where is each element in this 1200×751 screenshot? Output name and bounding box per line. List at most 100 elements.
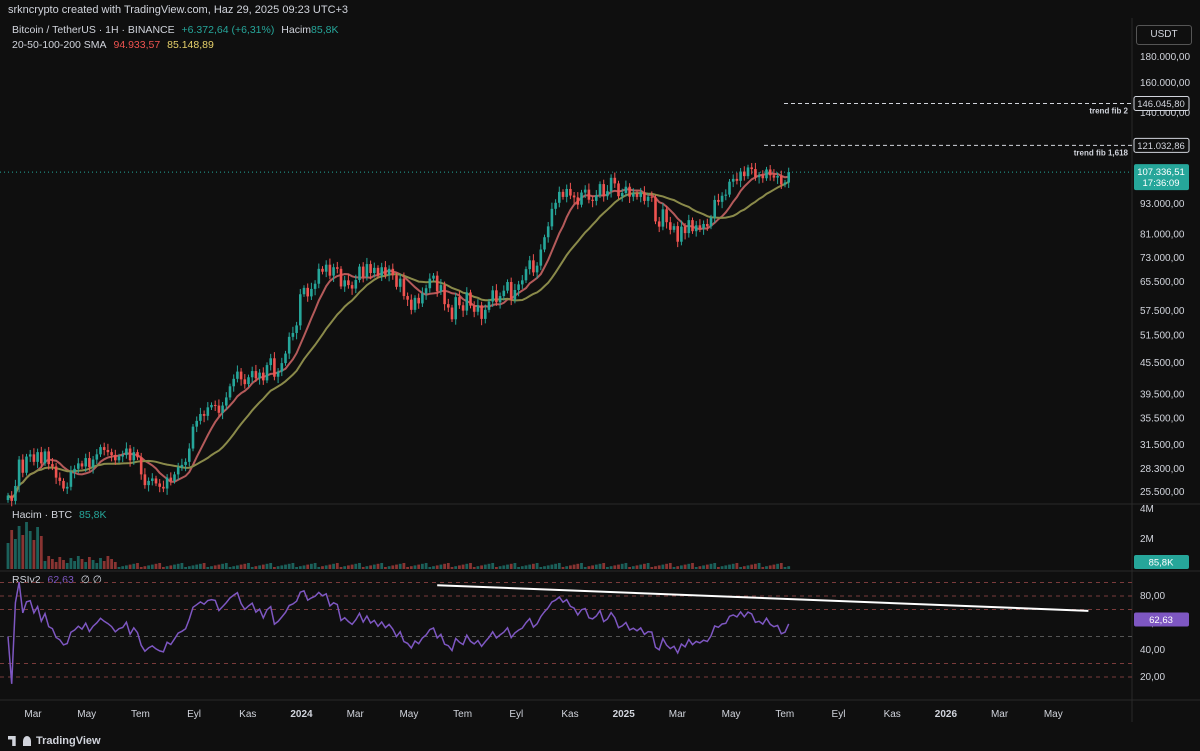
candle-body <box>546 226 550 238</box>
volume-bar <box>25 522 28 569</box>
candle-body <box>321 268 324 272</box>
volume-bar <box>391 565 395 569</box>
candle-body <box>91 459 95 468</box>
volume-bar <box>713 563 717 569</box>
candle <box>191 424 195 452</box>
volume-pane-label[interactable]: Hacim · BTC <box>12 509 73 521</box>
candle-body <box>469 292 472 306</box>
candle-body <box>336 267 339 269</box>
candle <box>639 187 642 203</box>
candle <box>291 326 295 341</box>
candle-body <box>709 217 713 227</box>
volume-bar <box>150 564 154 569</box>
candle-body <box>761 175 765 179</box>
candle <box>624 180 628 197</box>
price-tick-label: 51.500,00 <box>1140 331 1185 342</box>
volume-bar <box>587 566 591 569</box>
candle <box>6 492 10 503</box>
candle-body <box>410 299 413 310</box>
candle <box>165 474 169 495</box>
volume-bar <box>332 563 335 569</box>
volume-bar <box>661 564 665 569</box>
candle <box>502 285 506 301</box>
volume-bar <box>665 563 668 569</box>
volume-bar <box>232 566 236 569</box>
candle-body <box>465 292 469 311</box>
volume-bar <box>483 564 487 569</box>
candle <box>746 164 750 179</box>
volume-bar <box>539 567 543 569</box>
volume-bar <box>76 556 80 569</box>
candle-body <box>683 226 687 234</box>
volume-bar <box>502 565 506 569</box>
candle-body <box>347 280 350 286</box>
candle-body <box>454 297 457 320</box>
volume-bar <box>80 559 84 569</box>
candle <box>680 220 683 246</box>
candle <box>424 284 428 300</box>
candle-body <box>561 191 565 197</box>
volume-bar <box>657 565 661 569</box>
volume-bar <box>291 563 295 569</box>
candle <box>273 352 276 381</box>
volume-bar <box>14 539 17 569</box>
candle-body <box>706 224 709 227</box>
volume-bar <box>343 566 347 569</box>
candle <box>280 357 284 377</box>
volume-bar <box>550 564 554 569</box>
candle <box>754 162 757 181</box>
fib-price-box <box>1133 96 1190 112</box>
candle-body <box>498 296 502 303</box>
candle <box>162 480 165 493</box>
candle-body <box>783 182 787 185</box>
sma-label[interactable]: 20-50-100-200 SMA <box>12 39 107 51</box>
candle-body <box>254 371 258 379</box>
candle <box>221 402 224 420</box>
time-axis-label: May <box>77 709 96 720</box>
candle-body <box>10 495 13 501</box>
candle <box>276 368 280 384</box>
candle-body <box>343 280 346 287</box>
candle <box>380 262 383 282</box>
time-axis-label: Mar <box>24 709 42 720</box>
currency-button[interactable]: USDT <box>1136 25 1192 45</box>
volume-bar <box>69 558 73 569</box>
candle-body <box>202 414 206 416</box>
candle <box>569 182 572 200</box>
volume-bar <box>406 567 409 569</box>
time-axis-label: 2025 <box>613 709 636 720</box>
candle <box>328 258 332 280</box>
candle <box>783 179 787 188</box>
volume-bar <box>202 563 206 569</box>
volume-bar <box>247 563 250 569</box>
symbol-name[interactable]: Bitcoin / TetherUS · 1H · BINANCE <box>12 24 175 36</box>
candle <box>698 219 702 233</box>
candle-body <box>606 191 609 197</box>
candle <box>14 479 17 505</box>
candle <box>254 364 258 382</box>
volume-bar <box>628 567 631 569</box>
candle-body <box>443 285 446 305</box>
candle <box>398 274 402 293</box>
time-axis-label: Kas <box>239 709 256 720</box>
candle-body <box>154 478 158 484</box>
price-tick-label: 45.500,00 <box>1140 358 1185 369</box>
candle-body <box>99 447 102 455</box>
volume-bar <box>683 564 687 569</box>
candle <box>539 244 543 271</box>
candle-body <box>250 371 254 378</box>
candle <box>358 263 361 283</box>
volume-bar <box>569 565 572 569</box>
candle-body <box>17 459 21 486</box>
candle <box>313 280 317 296</box>
candle-body <box>635 193 639 197</box>
footer-brand: TradingView <box>36 735 101 747</box>
candle <box>350 281 354 295</box>
candle <box>384 261 387 279</box>
candle <box>447 298 450 313</box>
candle-body <box>558 191 561 203</box>
candle-body <box>102 447 106 450</box>
volume-bar <box>258 565 261 569</box>
candle-body <box>646 196 650 201</box>
